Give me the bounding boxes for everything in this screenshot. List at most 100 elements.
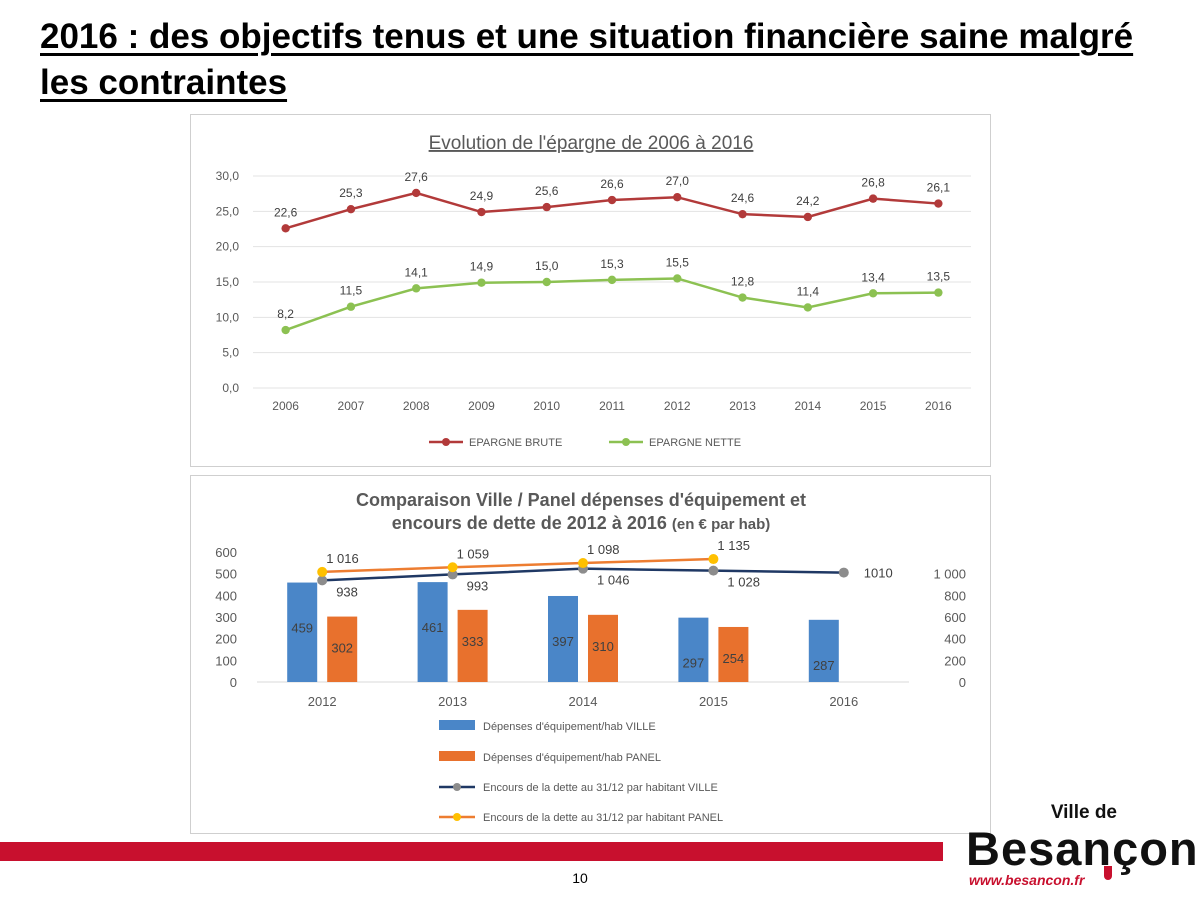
chart1-data-label-brute: 26,6 [600,177,624,191]
chart1-data-label-nette: 15,0 [535,259,559,273]
chart2-debt-point-panel [708,554,719,565]
chart1-data-label-brute: 24,9 [470,189,494,203]
chart1-x-tick-label: 2015 [860,399,887,413]
chart2-debt-label-ville: 1 028 [727,575,760,590]
comparison-combo-chart-svg: Comparaison Ville / Panel dépenses d'équ… [215,490,966,824]
chart2-legend-swatch-panel [439,751,475,761]
slide-title: 2016 : des objectifs tenus et une situat… [40,14,1170,106]
chart1-legend-label-brute: EPARGNE BRUTE [469,437,562,449]
chart2-debt-line-panel [322,557,714,574]
chart2-legend-swatch-ville [439,720,475,730]
chart2-debt-label-panel: 1 098 [587,542,620,557]
chart1-data-label-brute: 26,8 [861,176,885,190]
chart1-point-nette [411,284,421,293]
chart2-debt-label-ville: 938 [336,584,358,599]
chart1-data-label-brute: 27,6 [405,170,429,184]
chart1-point-brute [803,212,813,222]
savings-line-chart: Evolution de l'épargne de 2006 à 2016 0,0… [190,114,991,467]
chart2-y-tick-label: 600 [215,545,237,560]
besancon-logo: Ville de Besançon www.besancon.fr [960,800,1198,895]
chart1-data-label-nette: 11,4 [797,284,820,298]
chart2-debt-label-panel: 1 016 [326,551,359,566]
chart2-bar-panel [718,626,749,682]
chart2-x-tick-label: 2015 [699,694,728,709]
chart1-data-label-nette: 14,9 [470,260,494,274]
chart2-bar-ville [808,619,839,682]
chart2-bar-ville [417,582,448,682]
chart1-point-brute [477,207,486,217]
slide-title-text: 2016 : des objectifs tenus et une situat… [40,17,1134,102]
chart2-debt-label-panel: 1 059 [457,546,490,561]
chart2-y-tick-label: 400 [215,588,237,603]
chart1-data-label-brute: 26,1 [927,181,951,195]
chart1-data-label-nette: 15,3 [600,257,624,271]
chart2-debt-label-panel: 1 135 [717,538,750,553]
chart1-y-tick-label: 25,0 [216,204,240,218]
chart2-y2-tick-label: 400 [944,632,966,647]
chart1-data-label-brute: 25,3 [339,186,363,200]
chart1-data-label-brute: 24,2 [796,194,820,208]
chart1-point-nette [346,302,356,311]
chart2-bar-panel [588,614,618,682]
chart1-x-tick-label: 2008 [403,399,430,413]
chart2-y-tick-label: 300 [215,610,237,625]
chart1-point-brute [738,209,747,219]
chart2-debt-label-ville: 1 046 [597,573,630,588]
chart2-x-tick-label: 2012 [308,694,337,709]
comparison-combo-chart: Comparaison Ville / Panel dépenses d'équ… [190,475,991,834]
chart2-title-line2: encours de dette de 2012 à 2016 (en € pa… [392,513,771,533]
chart1-point-brute [281,224,290,233]
chart1-data-label-nette: 8,2 [277,307,294,321]
chart2-y-tick-label: 0 [230,675,237,690]
chart1-point-nette [542,277,551,287]
footer-red-bar [0,842,943,861]
chart1-data-label-nette: 15,5 [666,255,690,269]
chart1-point-brute [542,202,551,212]
chart1-data-label-nette: 13,5 [927,270,951,284]
chart2-bar-ville [287,582,318,682]
chart2-bar-label-ville: 397 [552,634,574,649]
chart2-legend-label-line-ville: Encours de la dette au 31/12 par habitan… [483,782,718,794]
chart2-legend-marker-ville [453,783,461,791]
chart2-debt-label-ville: 993 [467,578,489,593]
chart2-legend-marker-panel [453,813,461,821]
chart2-bar-ville [548,595,578,682]
chart1-x-tick-label: 2016 [925,399,952,413]
chart2-x-tick-label: 2013 [438,694,467,709]
chart2-y-tick-label: 200 [215,632,237,647]
chart1-y-tick-label: 15,0 [216,275,240,289]
chart1-series-line-nette [285,277,939,332]
chart1-point-brute [868,194,878,203]
page-number: 10 [572,870,588,886]
chart2-debt-point-panel [578,558,588,569]
chart2-y-tick-label: 100 [215,653,237,668]
chart2-y2-tick-label: 600 [944,610,966,625]
chart2-debt-point-panel [317,566,328,577]
chart1-x-tick-label: 2006 [272,399,299,413]
chart2-x-tick-label: 2014 [569,694,598,709]
chart2-debt-point-panel [447,562,458,573]
chart2-bar-label-ville: 287 [813,658,835,673]
chart1-point-brute [607,195,617,205]
chart1-legend-marker-brute [442,438,450,446]
chart1-point-nette [803,303,813,312]
chart1-x-tick-label: 2009 [468,399,495,413]
chart1-data-label-nette: 14,1 [405,265,429,279]
chart1-y-tick-label: 10,0 [216,310,240,324]
chart1-point-brute [934,199,943,208]
chart2-debt-point-ville [447,569,458,580]
chart1-legend-marker-nette [622,438,630,446]
chart1-x-tick-label: 2010 [533,399,560,413]
chart2-legend-label-bar-panel: Dépenses d'équipement/hab PANEL [483,752,661,764]
chart1-point-nette [607,275,617,285]
chart2-y2-tick-label: 1 000 [933,567,966,582]
chart2-bar-ville [678,617,709,682]
savings-line-chart-svg: Evolution de l'épargne de 2006 à 2016 0,0… [216,133,971,449]
chart1-y-tick-label: 0,0 [222,381,239,395]
logo-top-text: Ville de [1050,802,1117,823]
logo-comma-mark [1104,866,1112,880]
chart1-point-nette [738,293,747,302]
chart1-point-brute [411,188,421,198]
chart2-legend-label-line-panel: Encours de la dette au 31/12 par habitan… [483,812,723,824]
chart2-debt-point-ville [317,575,328,586]
